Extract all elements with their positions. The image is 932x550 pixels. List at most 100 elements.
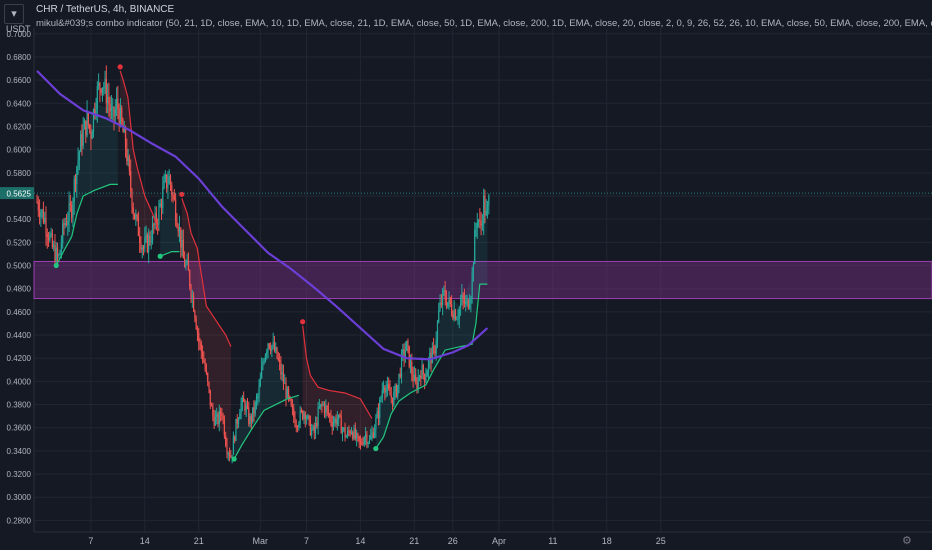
candle-body bbox=[280, 362, 282, 375]
candle-body bbox=[264, 354, 267, 362]
candle-body bbox=[45, 217, 47, 234]
chevron-down-icon[interactable]: ▾ bbox=[4, 4, 24, 24]
current-price-tag bbox=[0, 187, 34, 200]
candle-body bbox=[56, 247, 59, 256]
candle-body bbox=[296, 426, 299, 428]
y-tick-label: 0.3000 bbox=[7, 493, 32, 502]
candle-body bbox=[375, 418, 377, 431]
candle-body bbox=[77, 159, 79, 167]
candle-body bbox=[299, 410, 301, 424]
candle-body bbox=[55, 247, 57, 262]
candle-body bbox=[285, 383, 287, 398]
candle-body bbox=[213, 416, 215, 426]
y-tick-label: 0.5800 bbox=[7, 169, 32, 178]
candle-body bbox=[240, 403, 242, 414]
y-tick-label: 0.4200 bbox=[7, 354, 32, 363]
candle-body bbox=[281, 372, 283, 375]
candle-body bbox=[117, 98, 119, 109]
candle-body bbox=[373, 430, 376, 438]
candle-body bbox=[162, 188, 164, 209]
candle-body bbox=[108, 96, 110, 104]
y-tick-label: 0.3200 bbox=[7, 470, 32, 479]
candle-body bbox=[234, 436, 236, 441]
candle-body bbox=[178, 227, 181, 232]
x-tick-label: 21 bbox=[409, 536, 419, 546]
y-tick-label: 0.4800 bbox=[7, 285, 32, 294]
candle-body bbox=[172, 194, 174, 196]
x-tick-label: 14 bbox=[140, 536, 150, 546]
candle-body bbox=[449, 297, 451, 305]
candle-body bbox=[394, 385, 396, 392]
candle-body bbox=[462, 294, 464, 299]
candle-body bbox=[185, 263, 187, 267]
y-tick-label: 0.5200 bbox=[7, 238, 32, 247]
candle-body bbox=[159, 203, 161, 207]
supertrend-fill bbox=[160, 190, 180, 257]
candle-body bbox=[431, 346, 433, 364]
candle-body bbox=[112, 107, 114, 109]
candle-body bbox=[420, 375, 422, 379]
candle-body bbox=[320, 404, 322, 407]
candle-body bbox=[189, 270, 191, 287]
candle-body bbox=[100, 88, 102, 93]
candle-body bbox=[361, 442, 363, 444]
candle-body bbox=[121, 107, 123, 123]
y-tick-label: 0.6200 bbox=[7, 122, 32, 131]
candle-body bbox=[444, 289, 446, 300]
y-tick-label: 0.4400 bbox=[7, 331, 32, 340]
candle-body bbox=[254, 402, 256, 414]
candle-body bbox=[246, 405, 249, 408]
candle-body bbox=[293, 408, 295, 418]
candle-body bbox=[389, 388, 391, 396]
candle-body bbox=[271, 345, 273, 352]
candle-body bbox=[326, 406, 328, 409]
candle-body bbox=[377, 411, 380, 419]
candle-body bbox=[277, 357, 279, 360]
candle-body bbox=[146, 235, 148, 252]
candle-body bbox=[151, 224, 154, 242]
candle-body bbox=[448, 297, 450, 303]
supertrend-up-line bbox=[55, 183, 118, 266]
candle-body bbox=[182, 239, 184, 259]
candle-body bbox=[335, 418, 337, 425]
candle-body bbox=[225, 435, 227, 446]
candle-body bbox=[203, 359, 205, 363]
candle-body bbox=[74, 178, 77, 185]
candle-body bbox=[322, 403, 324, 406]
candle-body bbox=[391, 397, 394, 406]
candle-body bbox=[163, 179, 165, 189]
candle-body bbox=[133, 213, 136, 220]
candle-body bbox=[340, 416, 342, 434]
candle-body bbox=[175, 199, 177, 221]
candle-body bbox=[314, 422, 317, 434]
candle-body bbox=[395, 385, 398, 397]
candle-body bbox=[250, 416, 252, 422]
candle-body bbox=[443, 289, 445, 291]
candle-body bbox=[317, 407, 319, 427]
candle-body bbox=[158, 206, 160, 225]
candle-body bbox=[447, 302, 449, 307]
candle-body bbox=[253, 407, 255, 414]
candle-body bbox=[308, 415, 310, 420]
candle-body bbox=[424, 374, 426, 382]
candle-body bbox=[348, 430, 350, 432]
y-tick-label: 0.6800 bbox=[7, 53, 32, 62]
indicator-legend[interactable]: mikul&#039;s combo indicator (50, 21, 1D… bbox=[36, 18, 932, 29]
candle-body bbox=[235, 418, 237, 441]
candle-body bbox=[261, 366, 263, 378]
candle-body bbox=[109, 103, 111, 112]
candle-body bbox=[384, 387, 386, 393]
candle-body bbox=[157, 223, 159, 225]
candle-body bbox=[67, 221, 69, 225]
y-tick-label: 0.3400 bbox=[7, 447, 32, 456]
candle-body bbox=[452, 313, 454, 319]
y-tick-label: 0.5400 bbox=[7, 215, 32, 224]
gear-icon[interactable]: ⚙ bbox=[902, 535, 912, 547]
candle-body bbox=[418, 375, 421, 378]
candle-body bbox=[126, 148, 128, 162]
candle-body bbox=[311, 429, 313, 436]
candle-body bbox=[263, 361, 265, 363]
candle-body bbox=[232, 436, 234, 456]
